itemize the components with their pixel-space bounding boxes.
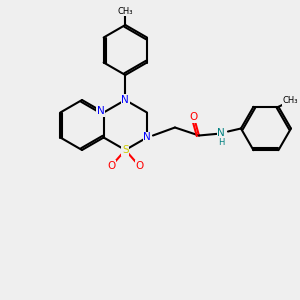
Text: H: H (218, 138, 224, 147)
Text: CH₃: CH₃ (118, 7, 133, 16)
Text: O: O (107, 161, 116, 171)
Text: N: N (143, 133, 151, 142)
Text: N: N (122, 95, 129, 105)
Text: S: S (122, 145, 129, 155)
Text: O: O (135, 161, 143, 171)
Text: CH₃: CH₃ (283, 96, 298, 105)
Text: N: N (217, 128, 225, 139)
Text: N: N (97, 106, 104, 116)
Text: O: O (190, 112, 198, 122)
